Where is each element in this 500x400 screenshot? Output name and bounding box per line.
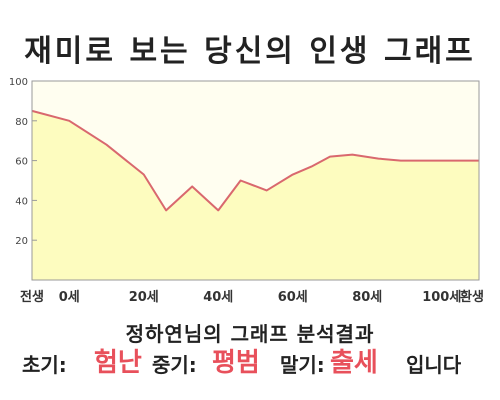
- x-tick-label: 환생: [460, 289, 484, 305]
- area-fill: [32, 110, 479, 280]
- plot-frame: [31, 80, 480, 281]
- result-subtitle: 정하연님의 그래프 분석결과: [125, 322, 375, 346]
- y-tick-label: 40: [15, 196, 28, 207]
- late-label: 말기:: [280, 353, 325, 377]
- late-value: 출세: [330, 348, 378, 378]
- early-label: 초기:: [22, 353, 67, 377]
- x-tick-label: 20세: [129, 290, 159, 305]
- x-tick-label: 80세: [352, 290, 382, 305]
- result-summary: 초기: 험난 중기: 평범 말기: 출세 입니다: [0, 348, 500, 384]
- x-tick-label: 전생: [20, 289, 44, 305]
- chart-title: 재미로 보는 당신의 인생 그래프: [24, 34, 476, 69]
- x-tick-label: 0세: [59, 290, 80, 305]
- y-tick-label: 100: [9, 77, 28, 88]
- middle-value: 평범: [212, 348, 260, 378]
- x-tick-label: 40세: [203, 290, 233, 305]
- x-tick-label: 100세: [422, 290, 461, 305]
- ending-text: 입니다: [406, 353, 462, 377]
- early-value: 험난: [94, 348, 142, 378]
- middle-label: 중기:: [152, 353, 197, 377]
- x-tick-label: 60세: [278, 290, 308, 305]
- y-tick-label: 20: [15, 236, 28, 247]
- y-tick-label: 80: [15, 117, 28, 128]
- series-line: [31, 109, 479, 212]
- y-tick-label: 60: [15, 157, 28, 168]
